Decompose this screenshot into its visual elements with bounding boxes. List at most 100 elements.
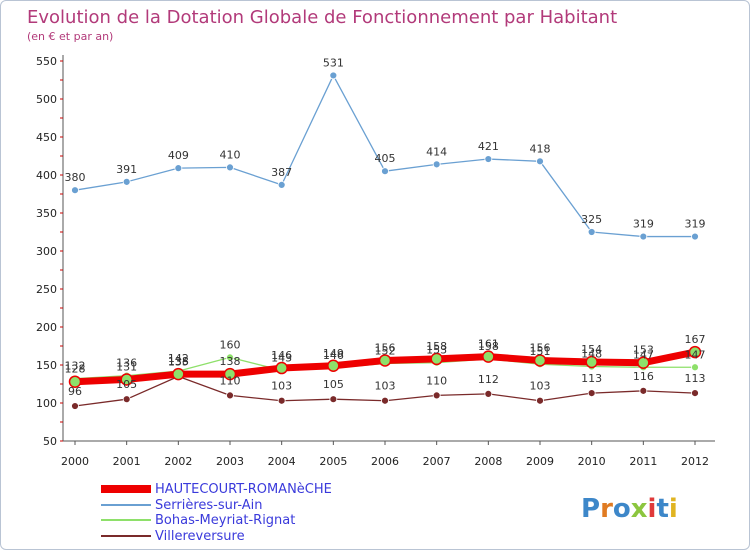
x-tick-label: 2012 [681, 455, 709, 468]
data-label: 146 [323, 349, 344, 362]
y-tick-label: 250 [36, 283, 57, 296]
logo-letter: i [648, 494, 657, 524]
x-tick-label: 2005 [319, 455, 347, 468]
data-point [430, 352, 443, 366]
data-label: 147 [685, 348, 706, 361]
data-label: 138 [220, 355, 241, 368]
logo-letter: i [669, 494, 678, 524]
data-label: 113 [581, 372, 602, 385]
y-tick-label: 500 [36, 93, 57, 106]
data-point [71, 402, 79, 410]
data-label: 103 [271, 380, 292, 393]
data-label: 142 [168, 352, 189, 365]
data-label: 105 [116, 378, 137, 391]
data-label: 391 [116, 163, 137, 176]
data-point [484, 155, 493, 163]
data-label: 110 [220, 374, 241, 387]
data-label: 151 [530, 345, 551, 358]
data-label: 380 [65, 171, 86, 184]
logo-letter: x [631, 494, 648, 524]
data-label: 154 [581, 343, 602, 356]
data-point [329, 71, 338, 80]
axes: 50 100 150 200 250 300 350 400 450 500 550 2000 2001… [36, 55, 715, 468]
y-tick-label: 50 [43, 435, 57, 448]
data-point [432, 391, 441, 400]
data-label: 418 [530, 142, 551, 155]
data-label: 148 [581, 348, 602, 361]
data-label: 156 [375, 341, 396, 354]
logo-letter: o [613, 494, 631, 524]
data-label: 96 [68, 385, 82, 398]
logo-letter: r [600, 494, 613, 524]
data-label: 116 [633, 370, 654, 383]
data-point [691, 232, 699, 241]
x-tick-label: 2002 [164, 455, 192, 468]
proxiti-logo: Proxiti [581, 494, 678, 524]
data-point [484, 389, 493, 398]
data-label: 110 [426, 374, 447, 387]
data-label: 319 [685, 218, 706, 231]
data-label: 138 [168, 355, 189, 368]
data-point [120, 373, 133, 386]
data-point [381, 167, 389, 176]
data-label: 112 [478, 373, 499, 386]
x-tick-label: 2000 [61, 455, 89, 468]
data-label: 405 [375, 152, 396, 165]
data-point [691, 389, 699, 398]
legend-label: Serrières-sur-Ain [155, 498, 263, 513]
data-label: 158 [478, 340, 499, 353]
x-tick-label: 2007 [423, 455, 451, 468]
series-layer [68, 71, 702, 410]
data-point [226, 353, 234, 362]
data-label: 149 [323, 347, 344, 360]
data-point [482, 350, 495, 363]
logo-letter: t [656, 494, 668, 524]
chart-subtitle: (en € et par an) [27, 30, 113, 43]
data-label: 132 [65, 360, 86, 373]
data-label: 421 [478, 140, 499, 153]
data-label: 136 [116, 357, 137, 370]
data-label: 158 [426, 340, 447, 353]
chart-title: Evolution de la Dotation Globale de Fonc… [27, 7, 617, 28]
data-point [68, 375, 82, 388]
data-point [122, 177, 131, 186]
data-label: 153 [426, 344, 447, 357]
data-label: 410 [220, 148, 241, 161]
data-label: 414 [426, 145, 447, 158]
data-point [585, 355, 598, 369]
legend-label: Bohas-Meyriat-Rignat [155, 513, 295, 528]
data-label: 161 [478, 338, 499, 351]
x-tick-label: 2010 [578, 455, 606, 468]
data-point [688, 345, 702, 359]
data-point [587, 389, 596, 398]
data-point [122, 395, 131, 404]
data-label: 409 [168, 149, 189, 162]
data-label: 103 [375, 380, 396, 393]
data-label: 128 [65, 363, 86, 376]
x-tick-label: 2001 [113, 455, 141, 468]
data-point [639, 232, 648, 241]
legend: HAUTECOURT-ROMANèCHESerrières-sur-AinBoh… [101, 482, 332, 544]
logo-letter: P [581, 494, 600, 524]
data-point [533, 354, 547, 367]
data-point [329, 395, 338, 404]
data-point [71, 186, 79, 195]
data-label: 105 [323, 378, 344, 391]
data-point [277, 180, 286, 189]
data-label: 147 [633, 348, 654, 361]
data-label: 143 [271, 351, 292, 364]
x-tick-label: 2003 [216, 455, 244, 468]
data-point [327, 359, 340, 373]
y-tick-label: 350 [36, 207, 57, 220]
data-label: 131 [116, 360, 137, 373]
data-label: 531 [323, 56, 344, 69]
data-point [172, 367, 185, 381]
data-point [432, 160, 441, 169]
y-tick-label: 300 [36, 245, 57, 258]
data-label: 167 [685, 333, 706, 346]
x-tick-label: 2006 [371, 455, 399, 468]
data-point [639, 386, 648, 395]
data-label: 113 [685, 372, 706, 385]
